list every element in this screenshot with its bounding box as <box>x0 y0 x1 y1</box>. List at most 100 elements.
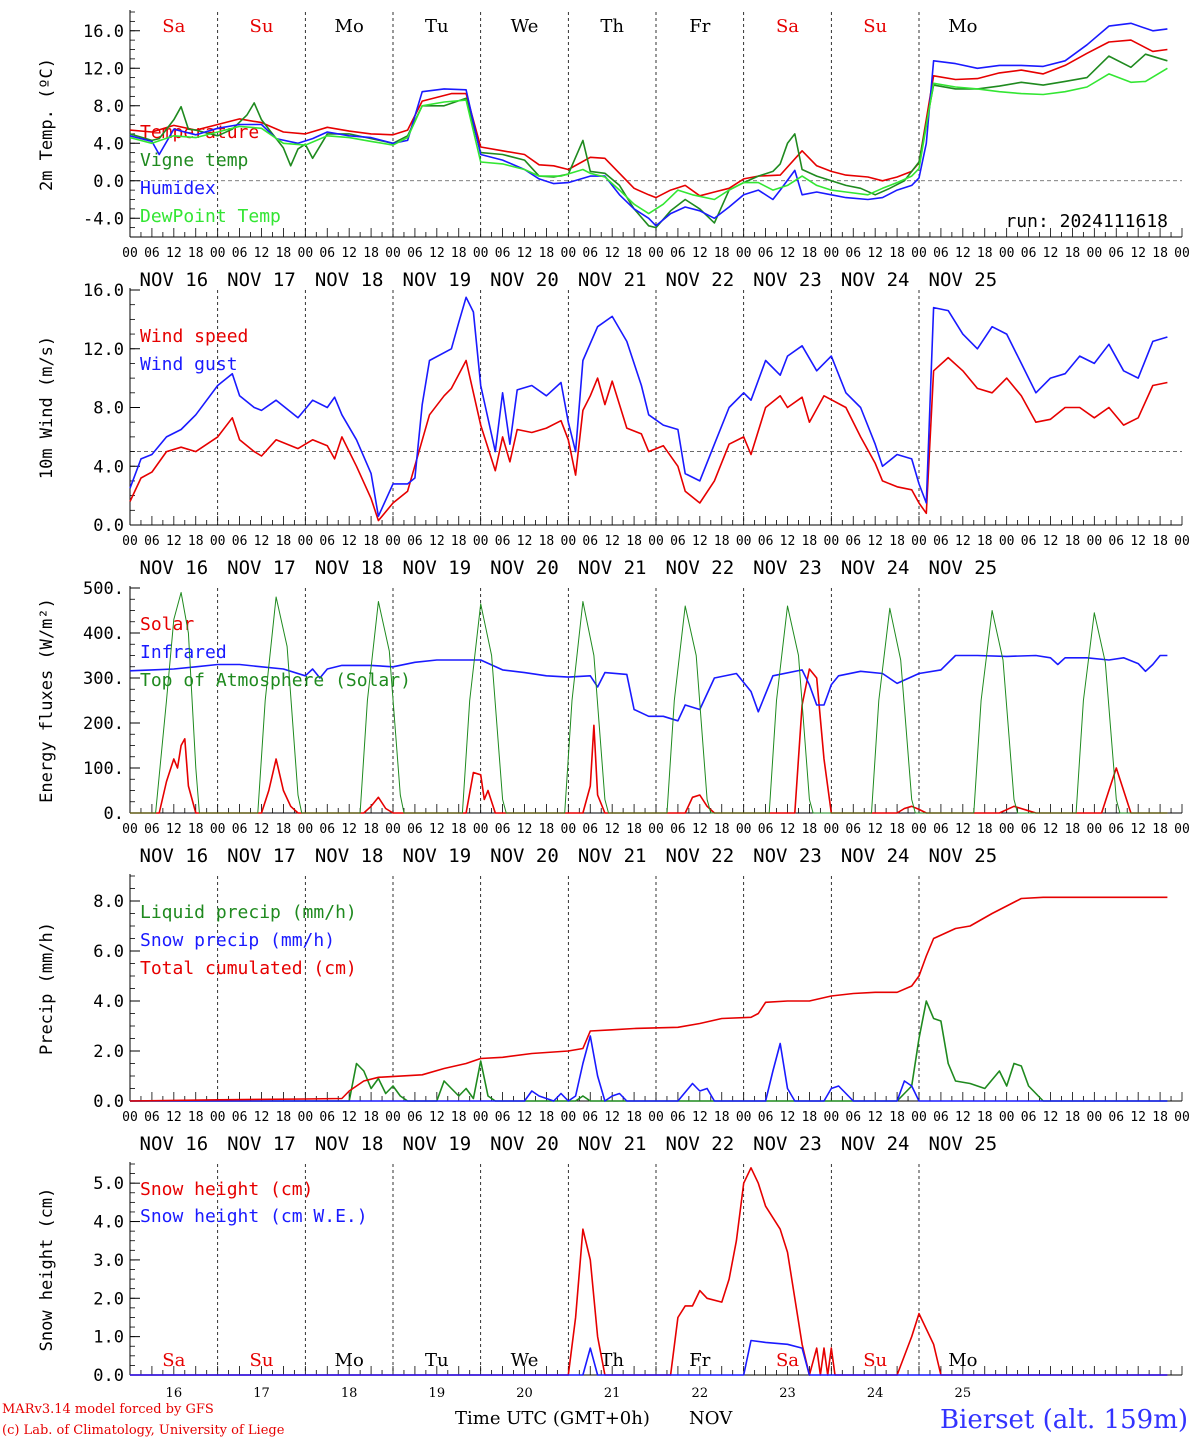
hour-tick-label: 18 <box>714 246 730 261</box>
y-tick-label: 12.0 <box>83 59 124 79</box>
y-tick-label: 400. <box>83 624 124 644</box>
hour-tick-label: 06 <box>407 534 423 549</box>
hour-tick-label: 18 <box>1065 1110 1081 1125</box>
hour-tick-label: 06 <box>144 1110 160 1125</box>
hour-tick-label: 00 <box>824 246 840 261</box>
hour-tick-label: 06 <box>144 534 160 549</box>
hour-tick-label: 12 <box>517 1110 533 1125</box>
date-label: NOV 17 <box>227 1133 296 1155</box>
hour-tick-label: 00 <box>824 534 840 549</box>
hour-tick-label: 18 <box>539 246 555 261</box>
legend-entry: Snow height (cm) <box>140 1179 313 1200</box>
hour-tick-label: 06 <box>144 822 160 837</box>
hour-tick-label: 00 <box>911 822 927 837</box>
hour-tick-label: 12 <box>780 534 796 549</box>
panel-2: 0.0 4.0 8.0 12.0 16.0 10m Wind (m/s) 00 06 12 18 0… <box>37 281 1190 579</box>
hour-tick-label: 06 <box>845 246 861 261</box>
date-label: NOV 17 <box>227 557 296 579</box>
panel-4: 0.0 2.0 4.0 6.0 8.0 Precip (mm/h) 00 06 12 18 00 06… <box>37 874 1190 1155</box>
weekday-label: Su <box>863 1350 887 1371</box>
weekday-label: Mo <box>948 1350 977 1371</box>
hour-tick-label: 06 <box>758 1110 774 1125</box>
date-label: NOV 19 <box>403 845 472 867</box>
legend-entry: Snow height (cm W.E.) <box>140 1206 368 1227</box>
hour-tick-label: 06 <box>144 246 160 261</box>
hour-tick-label: 12 <box>867 822 883 837</box>
hour-tick-label: 06 <box>1108 534 1124 549</box>
day-number-label: 21 <box>604 1386 621 1401</box>
hour-tick-label: 18 <box>802 534 818 549</box>
date-label: NOV 24 <box>841 845 910 867</box>
hour-tick-label: 12 <box>1130 534 1146 549</box>
hour-tick-label: 18 <box>539 534 555 549</box>
hour-tick-label: 06 <box>232 534 248 549</box>
hour-tick-label: 12 <box>780 246 796 261</box>
hour-tick-label: 12 <box>604 246 620 261</box>
hour-tick-label: 06 <box>1108 1110 1124 1125</box>
hour-tick-label: 18 <box>188 1110 204 1125</box>
date-label: NOV 21 <box>578 845 647 867</box>
y-tick-label: 500. <box>83 579 124 599</box>
hour-tick-label: 18 <box>626 534 642 549</box>
hour-tick-label: 18 <box>539 1110 555 1125</box>
day-number-label: 19 <box>429 1386 446 1401</box>
hour-tick-label: 12 <box>429 1110 445 1125</box>
date-label: NOV 23 <box>753 269 822 291</box>
hour-tick-label: 12 <box>429 246 445 261</box>
hour-tick-label: 18 <box>977 1110 993 1125</box>
hour-tick-label: 00 <box>999 534 1015 549</box>
hour-tick-label: 18 <box>363 1110 379 1125</box>
hour-tick-label: 00 <box>561 534 577 549</box>
hour-tick-label: 00 <box>999 1110 1015 1125</box>
legend-entry: Vigne temp <box>140 150 248 171</box>
hour-tick-label: 00 <box>122 1110 138 1125</box>
hour-tick-label: 12 <box>254 822 270 837</box>
day-number-label: 23 <box>779 1386 796 1401</box>
hour-tick-label: 12 <box>604 822 620 837</box>
hour-tick-label: 00 <box>473 822 489 837</box>
weekday-label: Sa <box>162 1350 185 1371</box>
day-number-label: 24 <box>867 1386 884 1401</box>
date-label: NOV 22 <box>666 845 735 867</box>
hour-tick-label: 18 <box>276 1110 292 1125</box>
hour-tick-label: 18 <box>188 534 204 549</box>
hour-tick-label: 18 <box>276 246 292 261</box>
weekday-label: Sa <box>776 1350 799 1371</box>
weekday-label: Tu <box>425 16 449 37</box>
y-axis-title: 2m Temp. (ºC) <box>37 58 57 191</box>
hour-tick-label: 12 <box>955 246 971 261</box>
hour-tick-label: 18 <box>539 822 555 837</box>
date-label: NOV 16 <box>140 557 209 579</box>
hour-tick-label: 00 <box>1174 534 1190 549</box>
series-line <box>129 39 1168 199</box>
hour-tick-label: 00 <box>736 822 752 837</box>
hour-tick-label: 00 <box>561 246 577 261</box>
hour-tick-label: 00 <box>122 534 138 549</box>
hour-tick-label: 00 <box>824 1110 840 1125</box>
hour-tick-label: 00 <box>473 1110 489 1125</box>
hour-tick-label: 06 <box>670 1110 686 1125</box>
hour-tick-label: 18 <box>1065 822 1081 837</box>
hour-tick-label: 06 <box>933 822 949 837</box>
panel-1: -4.0 0.0 4.0 8.0 12.0 16.0 2m Temp. (ºC) 00 06 12… <box>37 10 1190 291</box>
hour-tick-label: 12 <box>1043 1110 1059 1125</box>
date-label: NOV 22 <box>666 269 735 291</box>
hour-tick-label: 12 <box>867 534 883 549</box>
hour-tick-label: 12 <box>341 822 357 837</box>
series-line <box>130 1000 1168 1102</box>
day-number-label: 18 <box>341 1386 358 1401</box>
hour-tick-label: 00 <box>1174 1110 1190 1125</box>
date-label: NOV 18 <box>315 557 384 579</box>
hour-tick-label: 06 <box>582 534 598 549</box>
date-label: NOV 20 <box>490 269 559 291</box>
date-label: NOV 17 <box>227 269 296 291</box>
date-label: NOV 20 <box>490 845 559 867</box>
series-line <box>130 1035 1168 1102</box>
hour-tick-label: 12 <box>254 534 270 549</box>
weekday-label: Su <box>863 16 887 37</box>
legend-entry: Snow precip (mm/h) <box>140 930 335 951</box>
hour-tick-label: 18 <box>889 822 905 837</box>
hour-tick-label: 06 <box>319 246 335 261</box>
series-line <box>129 67 1168 215</box>
